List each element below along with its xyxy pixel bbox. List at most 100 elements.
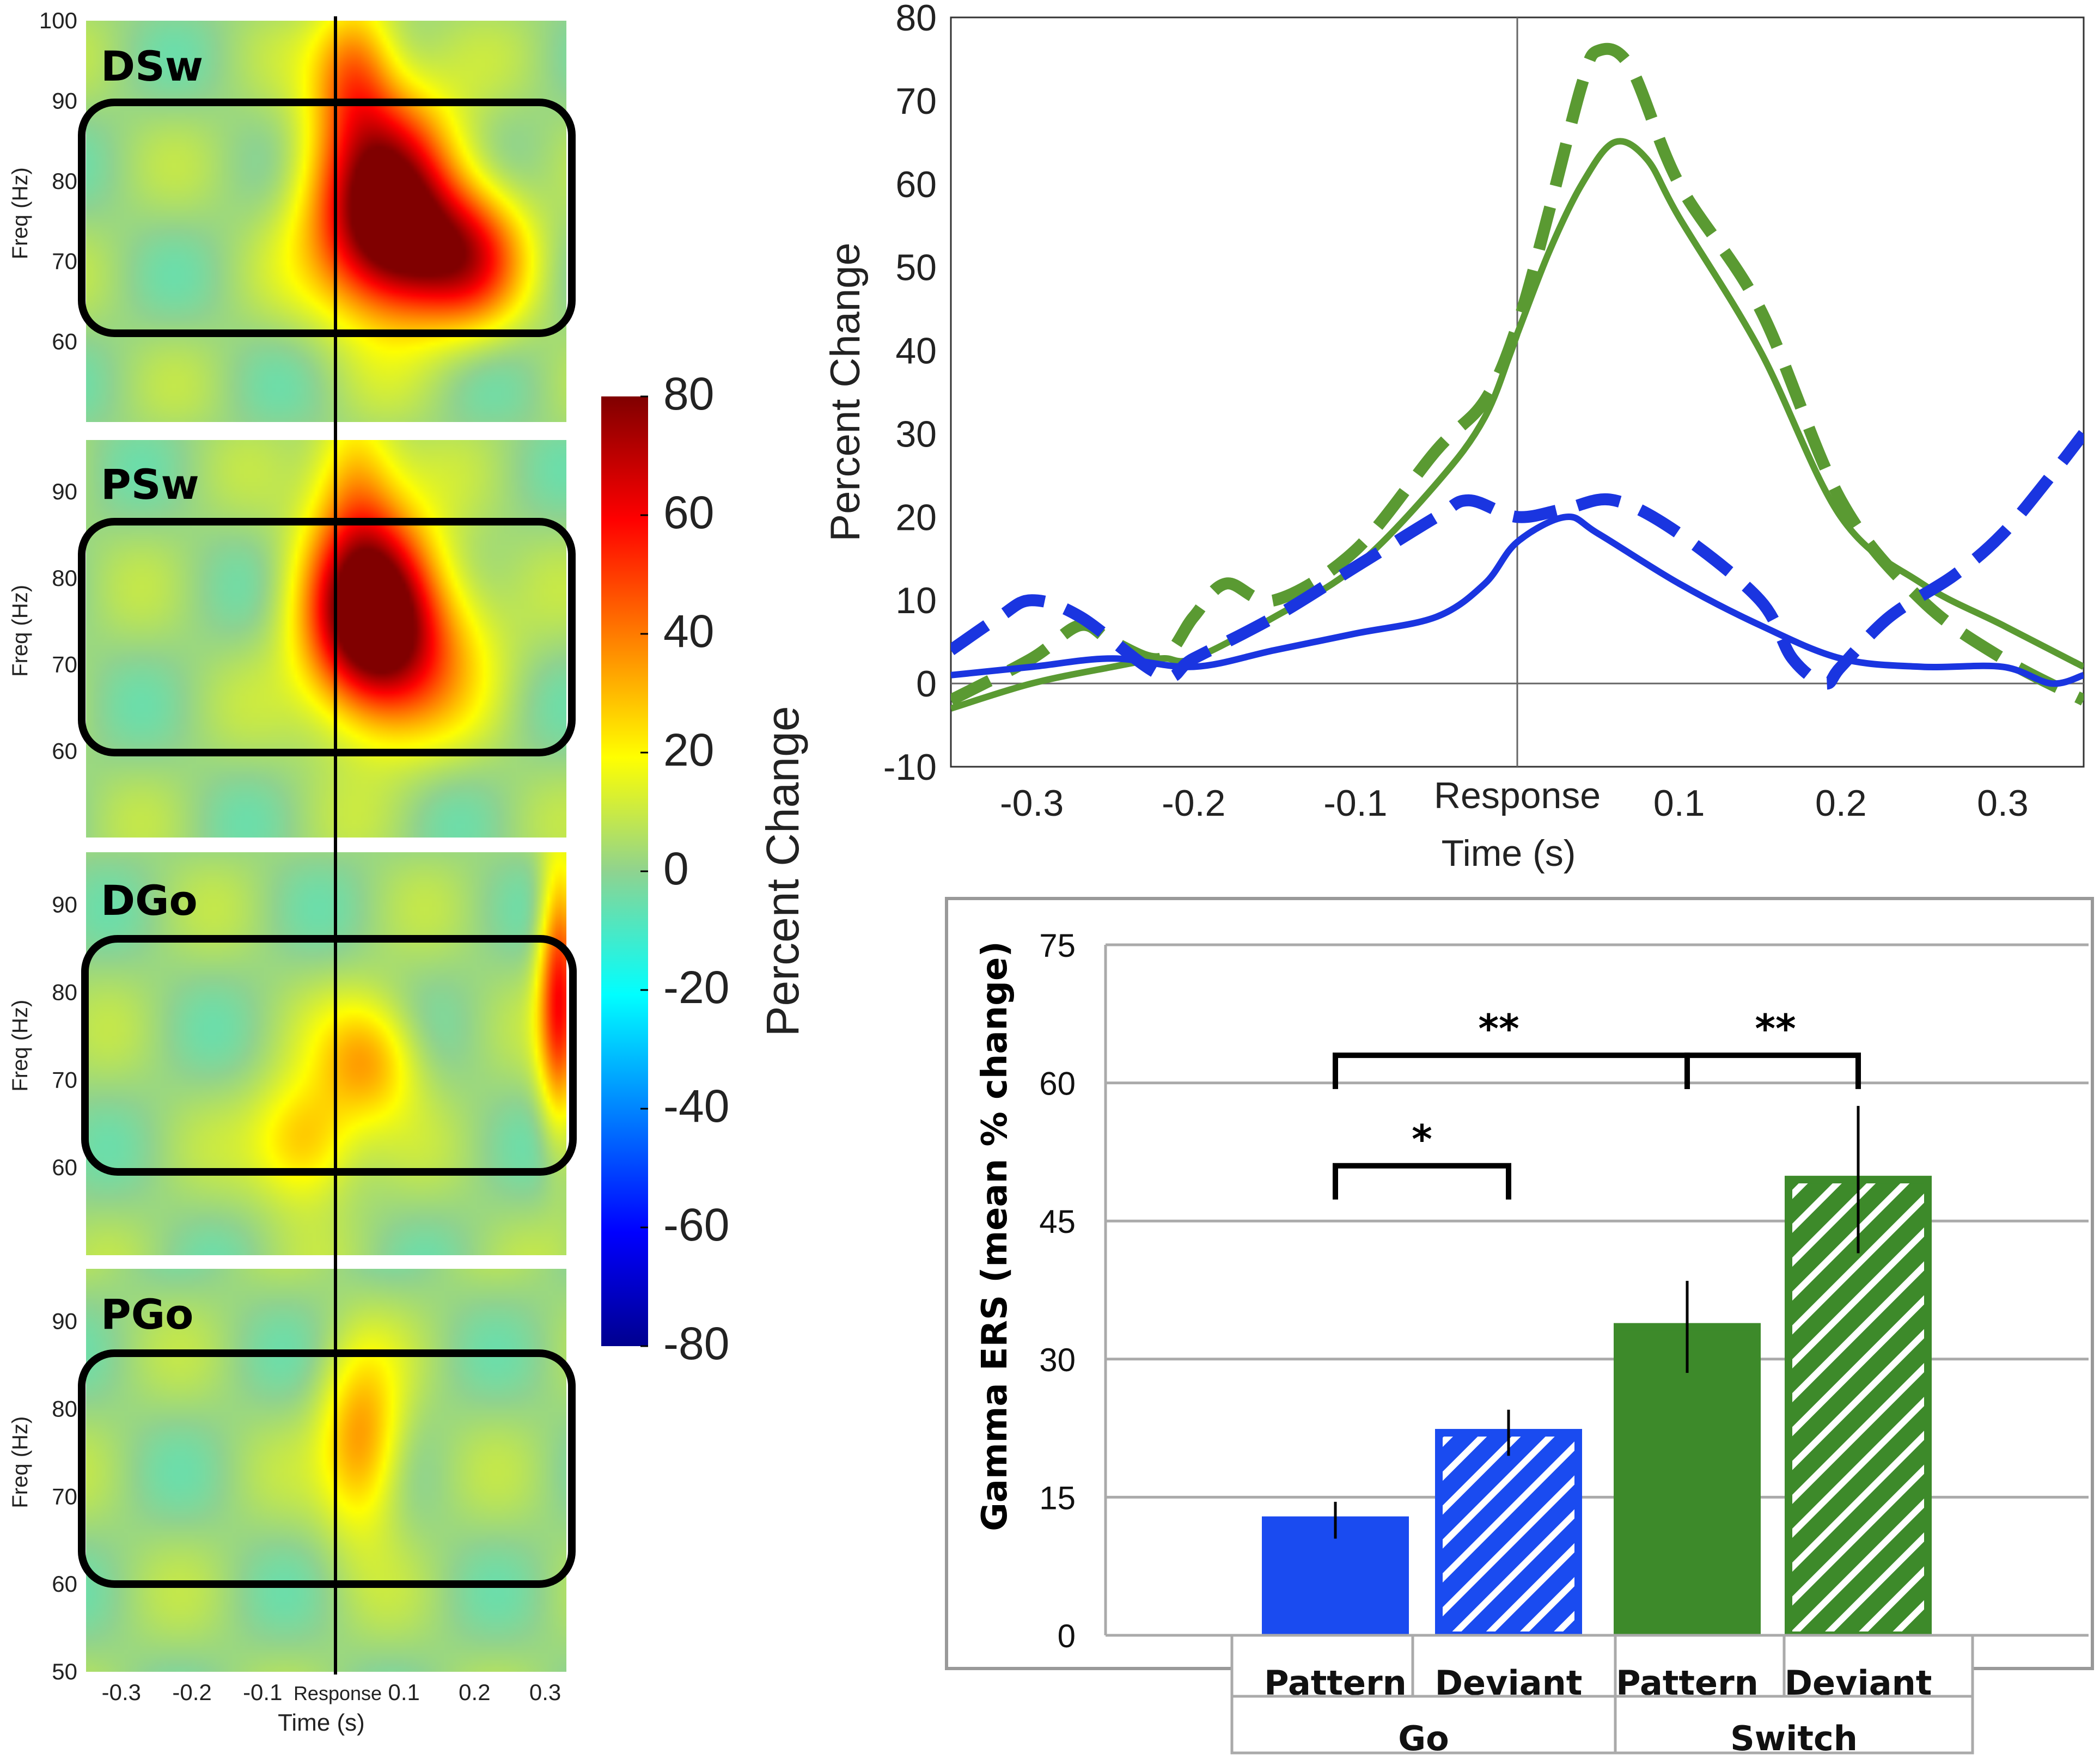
heatmap-ytick: 70 bbox=[52, 1067, 77, 1092]
panel-title: DGo bbox=[101, 876, 198, 925]
line-ytick: 60 bbox=[895, 164, 937, 205]
line-xtick: -0.2 bbox=[1162, 783, 1225, 824]
heatmap-ytick: 80 bbox=[52, 979, 77, 1005]
roi-box bbox=[78, 518, 576, 756]
heatmap-image-dsw bbox=[86, 21, 566, 422]
series-line-go-deviant bbox=[951, 430, 2084, 690]
colorbar-tick: -40 bbox=[663, 1080, 729, 1132]
roi-box bbox=[78, 1349, 576, 1588]
heatmap-ytick: 60 bbox=[52, 1571, 77, 1597]
panel-title: PGo bbox=[101, 1290, 193, 1339]
heatmap-ylabel: Freq (Hz) bbox=[8, 167, 32, 259]
colorbar: 80 60 40 20 0 -20 -40 -60 -80 Percent Change bbox=[601, 368, 808, 1369]
heatmap-ytick: 80 bbox=[52, 565, 77, 591]
line-xtick: 0.3 bbox=[1977, 783, 2029, 824]
bar-ytick: 15 bbox=[1039, 1480, 1076, 1516]
heatmap-xtick: 0.1 bbox=[388, 1679, 419, 1705]
heatmap-ylabel: Freq (Hz) bbox=[8, 1416, 32, 1508]
significance-bracket bbox=[1333, 1163, 1511, 1200]
heatmap-ytick: 70 bbox=[52, 652, 77, 677]
line-ticks: 80 70 60 50 40 30 20 10 0 -10 -0.3 -0.2 -0.1 0.1 0.2 0.… bbox=[883, 0, 2029, 824]
colorbar-tick: 80 bbox=[663, 368, 714, 419]
bar-ytick: 75 bbox=[1039, 927, 1076, 964]
heatmap-ytick: 60 bbox=[52, 329, 77, 355]
significance-bracket bbox=[1684, 1052, 1861, 1089]
line-ytick: 80 bbox=[895, 0, 937, 39]
heatmap-panel-pgo: PGo bbox=[78, 1269, 576, 1672]
colorbar-tick: 20 bbox=[663, 724, 714, 775]
heatmap-ytick: 80 bbox=[52, 1396, 77, 1421]
bar-ylabel: Gamma ERS (mean % change) bbox=[975, 941, 1015, 1531]
group-cell bbox=[1230, 1695, 1617, 1755]
line-xtick: -0.1 bbox=[1323, 783, 1387, 824]
heatmap-ytick: 50 bbox=[52, 1659, 77, 1684]
group-label: Go bbox=[1398, 1719, 1449, 1758]
heatmap-ylabel: Freq (Hz) bbox=[8, 1000, 32, 1092]
line-ytick: 10 bbox=[895, 580, 937, 621]
line-ytick: -10 bbox=[883, 747, 937, 788]
category-cell bbox=[1411, 1634, 1617, 1698]
significance-label: ** bbox=[1478, 1006, 1519, 1052]
heatmap-ytick: 90 bbox=[52, 892, 77, 918]
bar-ytick: 45 bbox=[1039, 1203, 1076, 1240]
line-ylabel: Percent Change bbox=[822, 242, 869, 541]
line-event-label: Response bbox=[1434, 775, 1601, 816]
heatmap-ytick: 80 bbox=[52, 168, 77, 194]
line-xtick: -0.3 bbox=[1000, 783, 1064, 824]
heatmap-ytick: 70 bbox=[52, 1483, 77, 1509]
line-series-group bbox=[951, 42, 2084, 712]
heatmap-ytick: 90 bbox=[52, 479, 77, 504]
heatmap-group: DSw PSw DGo PGo 100 90 80 70 60 Freq (Hz) 90 80… bbox=[8, 8, 577, 1736]
heatmap-ytick: 100 bbox=[39, 8, 77, 33]
line-ytick: 40 bbox=[895, 331, 937, 372]
significance-label: ** bbox=[1755, 1006, 1796, 1052]
bar bbox=[1435, 1429, 1582, 1639]
heatmap-ytick: 90 bbox=[52, 1309, 77, 1334]
roi-box bbox=[81, 935, 577, 1176]
colorbar-ticks: 80 60 40 20 0 -20 -40 -60 -80 bbox=[640, 368, 729, 1369]
heatmap-xtick: 0.3 bbox=[529, 1679, 561, 1705]
heatmap-ytick: 60 bbox=[52, 738, 77, 763]
heatmap-xtick: -0.1 bbox=[243, 1679, 282, 1705]
group-label: Switch bbox=[1730, 1719, 1858, 1758]
heatmap-ylabel: Freq (Hz) bbox=[8, 585, 32, 677]
bar-ytick: 0 bbox=[1058, 1618, 1076, 1654]
bar-ytick: 60 bbox=[1039, 1066, 1076, 1102]
colorbar-tick: -20 bbox=[663, 962, 729, 1013]
line-ytick: 20 bbox=[895, 497, 937, 538]
bar-ytick: 30 bbox=[1039, 1342, 1076, 1378]
heatmap-xtick: 0.2 bbox=[459, 1679, 490, 1705]
heatmap-xlabel: Time (s) bbox=[278, 1709, 365, 1736]
colorbar-tick: 0 bbox=[663, 843, 689, 894]
significance-group: *** ** bbox=[1333, 1006, 1861, 1200]
heatmap-xtick: -0.2 bbox=[172, 1679, 211, 1705]
series-line-go-pattern bbox=[951, 514, 2084, 687]
colorbar-label: Percent Change bbox=[757, 706, 808, 1036]
category-cell bbox=[1230, 1634, 1414, 1698]
category-cell bbox=[1782, 1634, 1974, 1698]
significance-label: * bbox=[1412, 1116, 1432, 1162]
heatmap-ytick: 90 bbox=[52, 88, 77, 113]
heatmap-ticks: 100 90 80 70 60 Freq (Hz) 90 80 70 60 Freq (Hz) 90 8… bbox=[8, 8, 561, 1705]
series-line-switch-pattern bbox=[951, 138, 2084, 712]
line-xtick: 0.1 bbox=[1653, 783, 1705, 824]
heatmap-image-pgo bbox=[86, 1269, 566, 1672]
heatmap-xtick: -0.3 bbox=[102, 1679, 141, 1705]
heatmap-panel-psw: PSw bbox=[78, 440, 576, 838]
colorbar-tick: -80 bbox=[663, 1318, 729, 1369]
heatmap-image-dgo bbox=[86, 852, 566, 1255]
line-ytick: 0 bbox=[916, 663, 937, 705]
heatmap-panel-dsw: DSw bbox=[78, 21, 576, 422]
line-ytick: 30 bbox=[895, 413, 937, 455]
line-chart: 80 70 60 50 40 30 20 10 0 -10 -0.3 -0.2 -0.1 0.1 0.2 0.… bbox=[822, 0, 2085, 874]
heatmap-ytick: 60 bbox=[52, 1154, 77, 1180]
line-ytick: 50 bbox=[895, 247, 937, 289]
colorbar-tick: -60 bbox=[663, 1199, 729, 1250]
colorbar-tick: 40 bbox=[663, 606, 714, 657]
heatmap-panel-dgo: DGo bbox=[81, 852, 577, 1255]
roi-box bbox=[78, 99, 576, 337]
heatmap-ytick: 70 bbox=[52, 248, 77, 274]
